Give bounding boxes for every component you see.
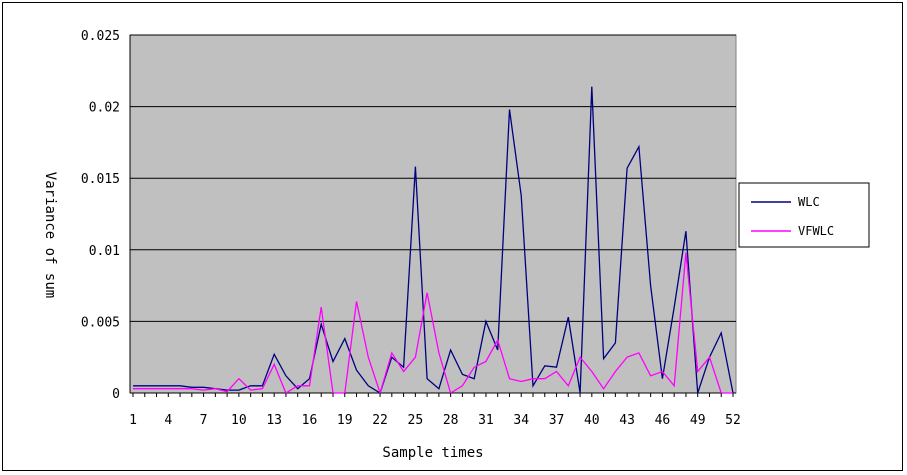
x-tick-label: 1 — [129, 413, 137, 428]
x-axis-title: Sample times — [382, 445, 483, 461]
x-tick-label: 31 — [478, 413, 494, 428]
x-tick-label: 25 — [408, 413, 424, 428]
y-tick-label: 0.01 — [89, 244, 120, 259]
plot-area — [129, 34, 737, 394]
y-axis-title: Variance of sum — [42, 172, 58, 298]
x-tick-label: 13 — [266, 413, 282, 428]
x-tick-label: 43 — [619, 413, 635, 428]
x-tick-label: 4 — [164, 413, 172, 428]
line-chart: 0 0.005 0.01 0.015 0.02 0.025 1 4 7 10 13 16 19 22 25… — [42, 29, 870, 461]
x-tick-label: 34 — [513, 413, 529, 428]
x-tick-label: 40 — [584, 413, 600, 428]
y-tick-label: 0.015 — [81, 172, 120, 187]
y-tick-label: 0.02 — [89, 101, 120, 116]
x-tick-label: 52 — [725, 413, 741, 428]
x-tick-label: 28 — [443, 413, 459, 428]
y-tick-label: 0.025 — [81, 29, 120, 44]
legend-label-wlc: WLC — [798, 195, 820, 209]
series-line-wlc — [133, 86, 734, 394]
x-tick-label: 19 — [337, 413, 353, 428]
x-tick-label: 16 — [302, 413, 318, 428]
series-line-vfwlc — [133, 252, 733, 396]
x-tick-label: 7 — [200, 413, 208, 428]
x-tick-label: 49 — [690, 413, 706, 428]
x-tick-label: 10 — [231, 413, 247, 428]
y-tick-label: 0.005 — [81, 315, 120, 330]
x-tick-label: 37 — [549, 413, 565, 428]
x-tick-label: 22 — [372, 413, 388, 428]
legend-label-vfwlc: VFWLC — [798, 224, 834, 238]
x-tick-label: 46 — [655, 413, 671, 428]
legend: WLC VFWLC — [738, 182, 870, 248]
y-tick-label: 0 — [112, 387, 120, 402]
